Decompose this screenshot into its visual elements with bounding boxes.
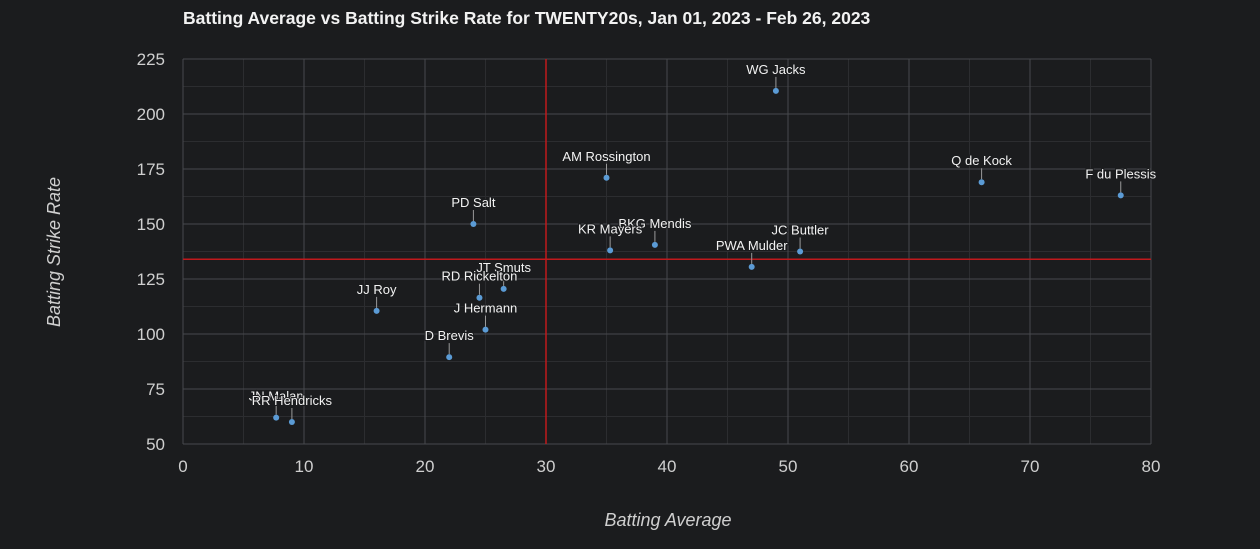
data-point: F du Plessis (1084, 165, 1158, 199)
y-tick-label: 225 (137, 50, 165, 69)
y-axis-title: Batting Strike Rate (44, 177, 64, 327)
point-label: F du Plessis (1085, 166, 1156, 181)
data-point: BKG Mendis (617, 215, 693, 248)
data-point: KR Mayers (577, 220, 644, 254)
x-tick-label: 80 (1142, 457, 1161, 476)
data-point: J Hermann (453, 300, 518, 333)
point-marker (797, 248, 804, 255)
point-label: BKG Mendis (618, 216, 691, 231)
data-point: JC Buttler (771, 222, 830, 255)
reference-lines (183, 59, 1151, 444)
data-point: JN Malan (248, 388, 305, 421)
x-tick-label: 10 (295, 457, 314, 476)
point-marker (500, 285, 507, 292)
y-tick-label: 50 (146, 435, 165, 454)
x-tick-label: 30 (537, 457, 556, 476)
point-marker (288, 419, 295, 425)
major-gridlines (182, 58, 1152, 445)
x-tick-label: 60 (900, 457, 919, 476)
point-marker (273, 414, 280, 421)
point-label: D Brevis (425, 328, 475, 343)
point-marker (482, 326, 489, 333)
data-point: PD Salt (450, 194, 497, 227)
data-point: RR Hendricks (251, 392, 333, 425)
point-marker (603, 174, 610, 181)
y-tick-label: 125 (137, 270, 165, 289)
x-tick-label: 40 (658, 457, 677, 476)
point-label: JJ Roy (357, 282, 397, 297)
data-point: AM Rossington (561, 148, 652, 181)
x-axis-title: Batting Average (604, 510, 731, 530)
x-tick-label: 0 (178, 457, 187, 476)
point-label: J Hermann (454, 301, 518, 316)
data-point: D Brevis (424, 327, 475, 361)
point-marker (978, 179, 985, 186)
axis-ticks: 0 10 20 30 40 50 60 70 80 50 75 100 125 150 175 200 225 (137, 50, 1161, 476)
point-label: RR Hendricks (252, 393, 333, 408)
point-marker (651, 241, 658, 248)
point-label: JN Malan (249, 389, 304, 404)
data-point: JJ Roy (356, 281, 398, 314)
point-label: PWA Mulder (716, 238, 788, 253)
point-label: JC Buttler (772, 223, 830, 238)
point-marker (607, 247, 614, 254)
data-points: WG Jacks AM Rossington Q de Kock F du Pless… (248, 61, 1158, 425)
chart-title: Batting Average vs Batting Strike Rate f… (183, 8, 871, 28)
point-marker (1117, 192, 1124, 199)
point-marker (470, 221, 477, 227)
data-point: RD Rickelton (441, 268, 518, 301)
point-label: PD Salt (451, 195, 495, 210)
point-marker (446, 354, 453, 361)
data-point: Q de Kock (950, 152, 1013, 186)
point-marker (772, 87, 779, 94)
point-marker (476, 294, 483, 301)
point-label: AM Rossington (562, 149, 650, 164)
point-label: WG Jacks (746, 62, 806, 77)
point-label: RD Rickelton (442, 269, 518, 284)
x-tick-label: 20 (416, 457, 435, 476)
x-tick-label: 50 (779, 457, 798, 476)
x-tick-label: 70 (1021, 457, 1040, 476)
data-point: JT Smuts (475, 259, 532, 292)
y-tick-label: 200 (137, 105, 165, 124)
y-tick-label: 175 (137, 160, 165, 179)
y-tick-label: 150 (137, 215, 165, 234)
y-tick-label: 75 (146, 380, 165, 399)
point-label: Q de Kock (951, 153, 1012, 168)
point-label: JT Smuts (476, 260, 531, 275)
y-tick-label: 100 (137, 325, 165, 344)
point-label: KR Mayers (578, 221, 643, 236)
data-point: PWA Mulder (715, 237, 789, 270)
point-marker (373, 307, 380, 314)
point-marker (748, 263, 755, 270)
data-point: WG Jacks (745, 61, 807, 94)
